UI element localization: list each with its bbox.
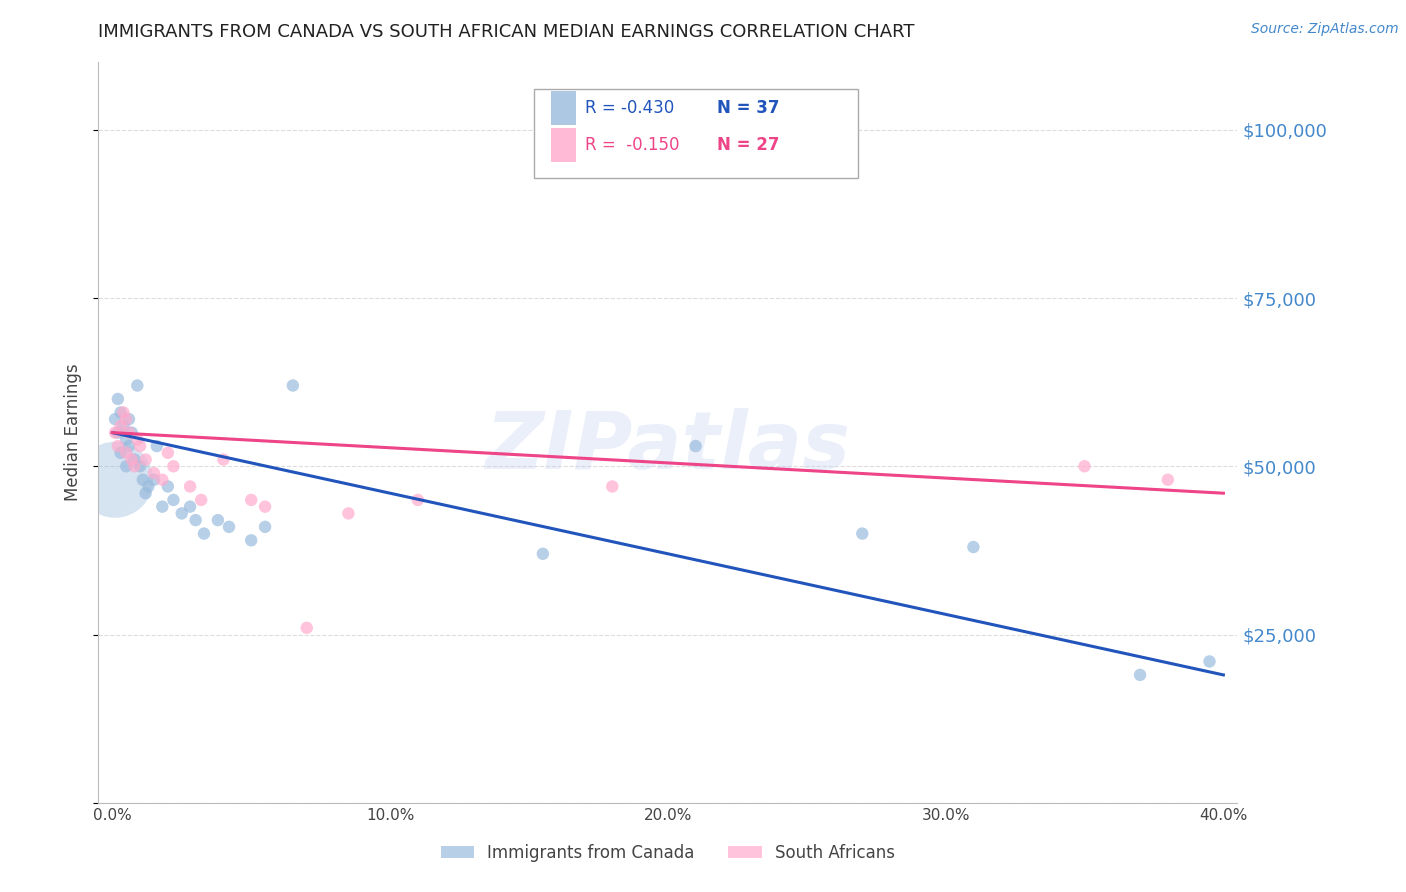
- Point: [218, 520, 240, 534]
- Point: [124, 452, 146, 467]
- Point: [150, 473, 173, 487]
- Point: [127, 433, 149, 447]
- Point: [127, 378, 149, 392]
- Text: Source: ZipAtlas.com: Source: ZipAtlas.com: [1251, 22, 1399, 37]
- Point: [531, 547, 554, 561]
- Point: [162, 492, 184, 507]
- Y-axis label: Median Earnings: Median Earnings: [65, 364, 83, 501]
- Point: [112, 405, 135, 419]
- Point: [143, 473, 166, 487]
- Point: [118, 412, 141, 426]
- Point: [207, 513, 229, 527]
- Point: [129, 459, 152, 474]
- Point: [135, 452, 157, 467]
- Text: R = -0.430: R = -0.430: [585, 99, 673, 117]
- Point: [135, 486, 157, 500]
- Point: [110, 418, 132, 433]
- Point: [132, 473, 155, 487]
- Point: [118, 425, 141, 440]
- Point: [115, 433, 138, 447]
- Text: N = 37: N = 37: [717, 99, 779, 117]
- Point: [107, 425, 129, 440]
- Text: R =  -0.150: R = -0.150: [585, 136, 679, 154]
- Point: [115, 412, 138, 426]
- Point: [110, 446, 132, 460]
- Point: [143, 466, 166, 480]
- Point: [1073, 459, 1095, 474]
- Point: [156, 446, 179, 460]
- Point: [104, 425, 127, 440]
- Point: [685, 439, 707, 453]
- Point: [212, 452, 235, 467]
- Legend: Immigrants from Canada, South Africans: Immigrants from Canada, South Africans: [434, 838, 901, 869]
- Point: [179, 479, 201, 493]
- Point: [193, 526, 215, 541]
- Point: [104, 412, 127, 426]
- Point: [281, 378, 304, 392]
- Text: IMMIGRANTS FROM CANADA VS SOUTH AFRICAN MEDIAN EARNINGS CORRELATION CHART: IMMIGRANTS FROM CANADA VS SOUTH AFRICAN …: [98, 23, 915, 41]
- Point: [190, 492, 212, 507]
- Point: [254, 520, 277, 534]
- Point: [156, 479, 179, 493]
- Point: [337, 507, 360, 521]
- Point: [150, 500, 173, 514]
- Point: [962, 540, 984, 554]
- Point: [107, 392, 129, 406]
- Point: [121, 452, 143, 467]
- Point: [851, 526, 873, 541]
- Text: N = 27: N = 27: [717, 136, 779, 154]
- Point: [138, 479, 160, 493]
- Point: [121, 425, 143, 440]
- Point: [118, 439, 141, 453]
- Point: [112, 418, 135, 433]
- Point: [240, 533, 263, 548]
- Point: [110, 405, 132, 419]
- Point: [107, 439, 129, 453]
- Point: [295, 621, 318, 635]
- Point: [184, 513, 207, 527]
- Text: ZIPatlas: ZIPatlas: [485, 409, 851, 486]
- Point: [179, 500, 201, 514]
- Point: [240, 492, 263, 507]
- Point: [1157, 473, 1180, 487]
- Point: [162, 459, 184, 474]
- Point: [115, 459, 138, 474]
- Point: [115, 446, 138, 460]
- Point: [129, 439, 152, 453]
- Point: [124, 459, 146, 474]
- Point: [406, 492, 429, 507]
- Point: [1129, 668, 1152, 682]
- Point: [145, 439, 167, 453]
- Point: [600, 479, 623, 493]
- Point: [104, 473, 127, 487]
- Point: [170, 507, 193, 521]
- Point: [254, 500, 277, 514]
- Point: [1198, 655, 1220, 669]
